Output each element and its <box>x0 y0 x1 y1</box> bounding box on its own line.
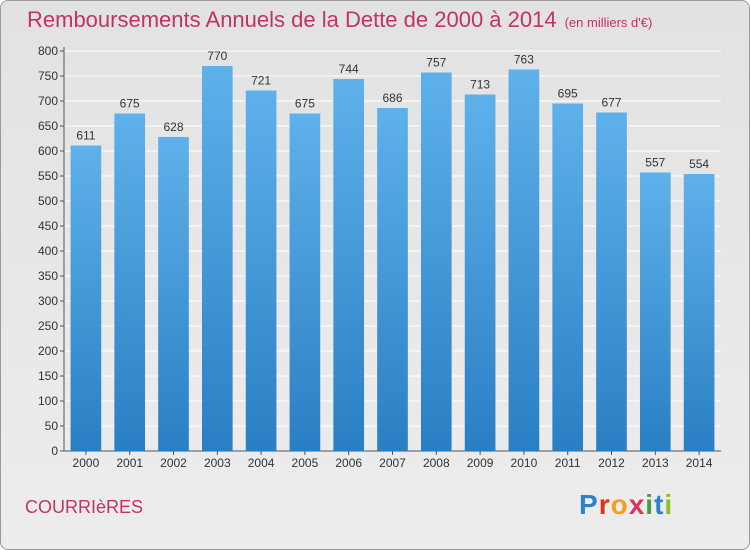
y-tick-label: 750 <box>38 69 58 83</box>
chart-subtitle: (en milliers d'€) <box>564 15 653 30</box>
y-tick-label: 800 <box>38 44 58 58</box>
logo-letter: P <box>579 489 599 520</box>
bar <box>201 66 233 451</box>
x-tick-label: 2002 <box>160 456 187 470</box>
x-tick-label: 2003 <box>204 456 231 470</box>
data-label: 628 <box>163 120 183 134</box>
chart-title: Remboursements Annuels de la Dette de 20… <box>27 7 652 33</box>
bar <box>158 137 189 451</box>
y-tick-label: 450 <box>38 219 58 233</box>
data-label: 677 <box>601 96 621 110</box>
x-tick-label: 2008 <box>423 456 450 470</box>
bar <box>552 103 584 451</box>
bar <box>639 172 671 451</box>
x-tick-label: 2010 <box>511 456 538 470</box>
logo-letter: o <box>610 489 629 520</box>
bar <box>245 90 277 451</box>
bar <box>683 174 715 451</box>
logo-letter: r <box>598 489 611 520</box>
bar <box>114 113 146 451</box>
bar <box>377 108 408 451</box>
data-label: 770 <box>207 49 227 63</box>
y-tick-label: 200 <box>38 344 58 358</box>
y-tick-label: 300 <box>38 294 58 308</box>
y-tick-label: 550 <box>38 169 58 183</box>
data-label: 757 <box>426 56 446 70</box>
bar <box>333 79 365 451</box>
logo-letter: x <box>628 489 646 520</box>
data-label: 744 <box>339 62 359 76</box>
x-tick-label: 2004 <box>248 456 275 470</box>
logo-letter: t <box>654 489 665 520</box>
y-tick-label: 350 <box>38 269 58 283</box>
logo-letter: i <box>664 489 674 520</box>
bar <box>70 145 102 451</box>
y-tick-label: 100 <box>38 394 58 408</box>
x-tick-label: 2013 <box>642 456 669 470</box>
x-tick-label: 2001 <box>116 456 143 470</box>
bar <box>289 113 321 451</box>
bar <box>508 69 540 451</box>
y-tick-label: 500 <box>38 194 58 208</box>
data-label: 713 <box>470 78 490 92</box>
x-tick-label: 2005 <box>292 456 319 470</box>
y-tick-label: 650 <box>38 119 58 133</box>
y-tick-label: 700 <box>38 94 58 108</box>
x-tick-label: 2011 <box>555 456 581 470</box>
x-tick-label: 2009 <box>467 456 494 470</box>
x-tick-label: 2007 <box>379 456 406 470</box>
bar <box>464 94 496 451</box>
data-label: 695 <box>558 87 578 101</box>
proxiti-logo: Proxiti <box>579 489 673 521</box>
y-tick-label: 150 <box>38 369 58 383</box>
y-tick-label: 50 <box>45 419 59 433</box>
y-tick-label: 250 <box>38 319 58 333</box>
data-label: 763 <box>514 53 534 67</box>
x-tick-label: 2014 <box>686 456 713 470</box>
x-tick-label: 2006 <box>335 456 362 470</box>
commune-name: COURRIèRES <box>25 497 144 517</box>
y-tick-label: 400 <box>38 244 58 258</box>
data-label: 557 <box>645 156 665 170</box>
x-tick-label: 2000 <box>73 456 100 470</box>
y-tick-label: 0 <box>51 444 58 458</box>
x-tick-label: 2012 <box>598 456 625 470</box>
y-tick-label: 600 <box>38 144 58 158</box>
data-label: 675 <box>120 97 140 111</box>
data-label: 611 <box>76 129 95 143</box>
bar <box>420 72 452 451</box>
data-label: 686 <box>382 91 402 105</box>
bar <box>596 112 627 451</box>
logo-letter: i <box>645 489 655 520</box>
data-label: 721 <box>251 74 271 88</box>
data-label: 675 <box>295 97 315 111</box>
data-label: 554 <box>689 157 709 171</box>
chart-title-text: Remboursements Annuels de la Dette de 20… <box>27 7 557 32</box>
